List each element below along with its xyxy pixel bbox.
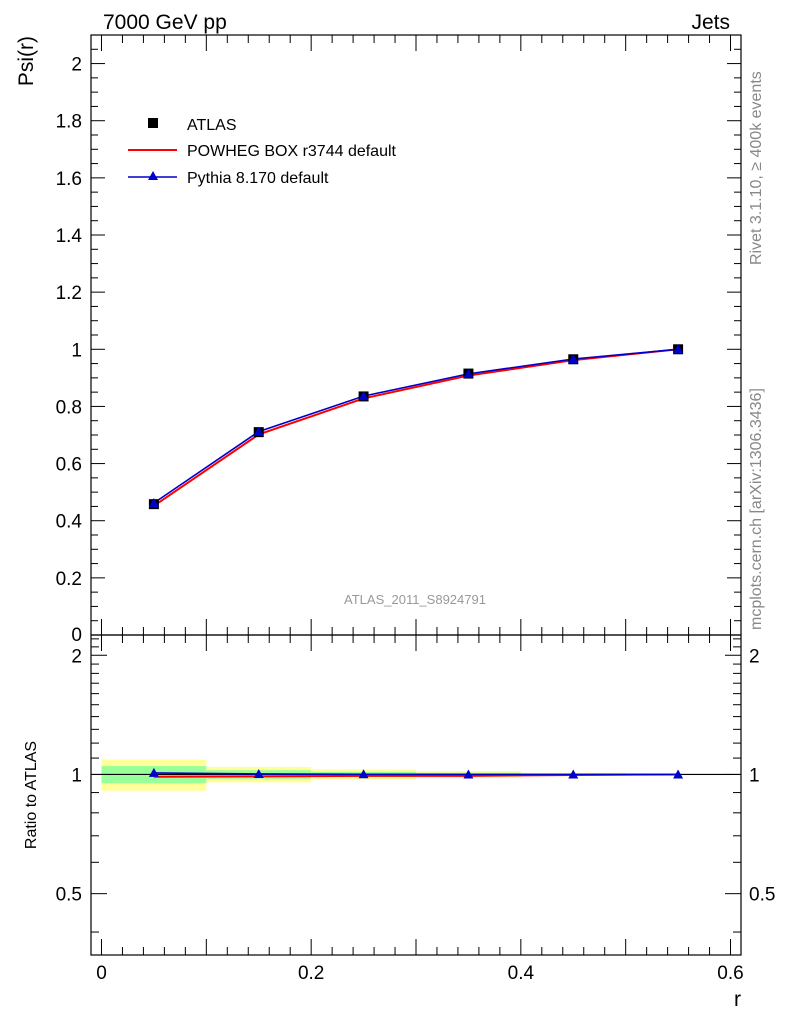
y-tick-label: 1.6 <box>56 169 82 190</box>
x-tick-label: 0.4 <box>508 963 535 984</box>
x-tick-label: 0.6 <box>717 963 743 984</box>
legend-powheg-label: POWHEG BOX r3744 default <box>187 143 397 160</box>
ratio-plot-frame <box>90 634 742 956</box>
legend-atlas-label: ATLAS <box>187 117 237 134</box>
ratio-y-tick-label-right: 2 <box>749 646 760 667</box>
pythia-point <box>148 498 159 507</box>
analysis-watermark: ATLAS_2011_S8924791 <box>344 592 486 607</box>
ratio-pythia-point <box>463 769 474 779</box>
pythia-point <box>463 368 474 378</box>
legend: ATLAS POWHEG BOX r3744 default Pythia 8.17… <box>128 117 397 187</box>
y-axis-label: Psi(r) <box>15 36 38 86</box>
ratio-pythia-point <box>673 769 684 779</box>
ratio-plot-panel: 0.5 0.5 1 1 2 2 0 0.2 0.4 0.6 Ratio to ATLAS r <box>23 634 775 1011</box>
y-tick-label: 2 <box>71 55 82 76</box>
pythia-point <box>568 354 579 363</box>
header-analysis-label: Jets <box>691 11 730 34</box>
y-tick-label: 0.2 <box>56 569 82 590</box>
main-plot-panel: 0.2 0.4 0.6 0.8 1 1.2 1.4 1.6 1.8 2 0 Psi(r) ATLAS_2… <box>15 34 742 646</box>
ratio-pythia-point <box>148 767 159 777</box>
pythia-point <box>253 426 264 436</box>
side-label-mcplots: mcplots.cern.ch [arXiv:1306.3436] <box>748 388 765 630</box>
y-tick-label: 0 <box>71 625 82 646</box>
ratio-y-tick-label: 0.5 <box>56 885 82 906</box>
side-label-rivet: Rivet 3.1.10, ≥ 400k events <box>748 71 765 265</box>
x-tick-label: 0 <box>96 963 107 984</box>
header-collision-label: 7000 GeV pp <box>103 11 227 34</box>
legend-pythia-marker <box>148 171 158 180</box>
y-tick-label: 1.4 <box>56 226 83 247</box>
ratio-y-tick-label: 2 <box>71 646 82 667</box>
y-tick-label: 0.6 <box>56 455 82 476</box>
y-tick-label: 1.2 <box>56 283 82 304</box>
legend-pythia-label: Pythia 8.170 default <box>187 170 329 187</box>
ratio-pythia-point <box>253 768 264 778</box>
ratio-y-tick-label: 1 <box>71 765 82 786</box>
pythia-point <box>673 344 684 354</box>
legend-atlas-marker <box>148 118 158 128</box>
y-tick-label: 1 <box>71 340 82 361</box>
ratio-y-axis-label: Ratio to ATLAS <box>23 741 40 849</box>
ratio-pythia-point <box>358 769 369 779</box>
ratio-pythia-line <box>153 772 679 776</box>
y-tick-label: 0.8 <box>56 397 82 418</box>
y-tick-label: 0.4 <box>56 512 83 533</box>
ratio-y-tick-label-right: 1 <box>749 765 760 786</box>
ratio-y-tick-label-right: 0.5 <box>749 885 775 906</box>
ratio-pythia-point <box>568 769 579 779</box>
pythia-line <box>153 348 679 504</box>
x-axis-label: r <box>734 988 741 1011</box>
powheg-line <box>153 348 679 507</box>
pythia-point <box>358 391 369 401</box>
x-tick-label: 0.2 <box>298 963 324 984</box>
y-tick-label: 1.8 <box>56 112 82 133</box>
